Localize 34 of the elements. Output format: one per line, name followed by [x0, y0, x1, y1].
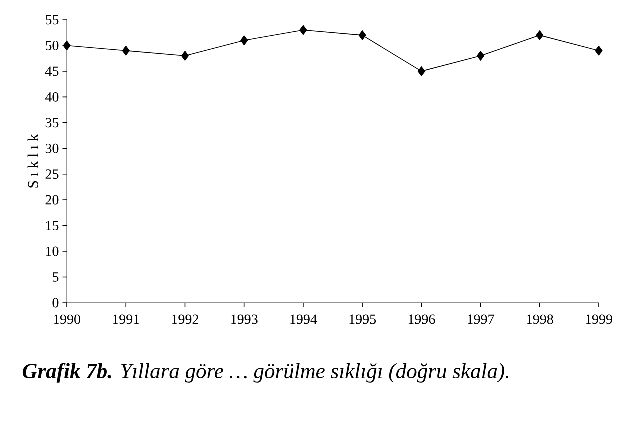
y-tick-label: 55 — [46, 15, 59, 25]
y-tick-label: 5 — [53, 272, 59, 282]
x-tick-label: 1991 — [113, 314, 140, 324]
point — [358, 30, 366, 40]
point — [418, 66, 426, 76]
x-tick-label: 1994 — [290, 314, 318, 324]
point — [536, 30, 544, 40]
point — [240, 36, 248, 46]
x-tick-label: 1995 — [350, 314, 376, 324]
point — [300, 25, 308, 36]
point — [63, 40, 71, 51]
x-tick-label: 1997 — [468, 314, 494, 324]
y-axis-title: S ı k l ı k — [28, 134, 38, 188]
x-tick-label: 1998 — [527, 314, 554, 324]
x-tick-label: 1992 — [172, 314, 198, 324]
y-tick-label: 10 — [46, 246, 59, 256]
y-tick-label: 35 — [46, 118, 59, 128]
y-tick-label: 50 — [46, 40, 59, 50]
y-tick-label: 0 — [52, 298, 59, 308]
y-tick-label: 25 — [46, 170, 59, 180]
y-tick-label: 40 — [45, 92, 59, 102]
point — [595, 46, 603, 56]
y-tick-label: 20 — [46, 195, 59, 205]
y-tick-label: 30 — [46, 144, 59, 154]
x-tick-label: 1990 — [54, 314, 80, 324]
point — [181, 51, 190, 61]
y-tick-label: 15 — [46, 221, 59, 230]
x-tick-label: 1996 — [408, 314, 436, 324]
y-tick-label: 45 — [45, 66, 59, 76]
point — [122, 46, 130, 56]
text: Grafik 7b. Yıllara göre … görülme sıklığı (doğru skala). — [22, 363, 509, 383]
point — [477, 51, 485, 61]
x-tick-label: 1993 — [232, 314, 258, 324]
x-tick-label: 1999 — [586, 314, 612, 324]
